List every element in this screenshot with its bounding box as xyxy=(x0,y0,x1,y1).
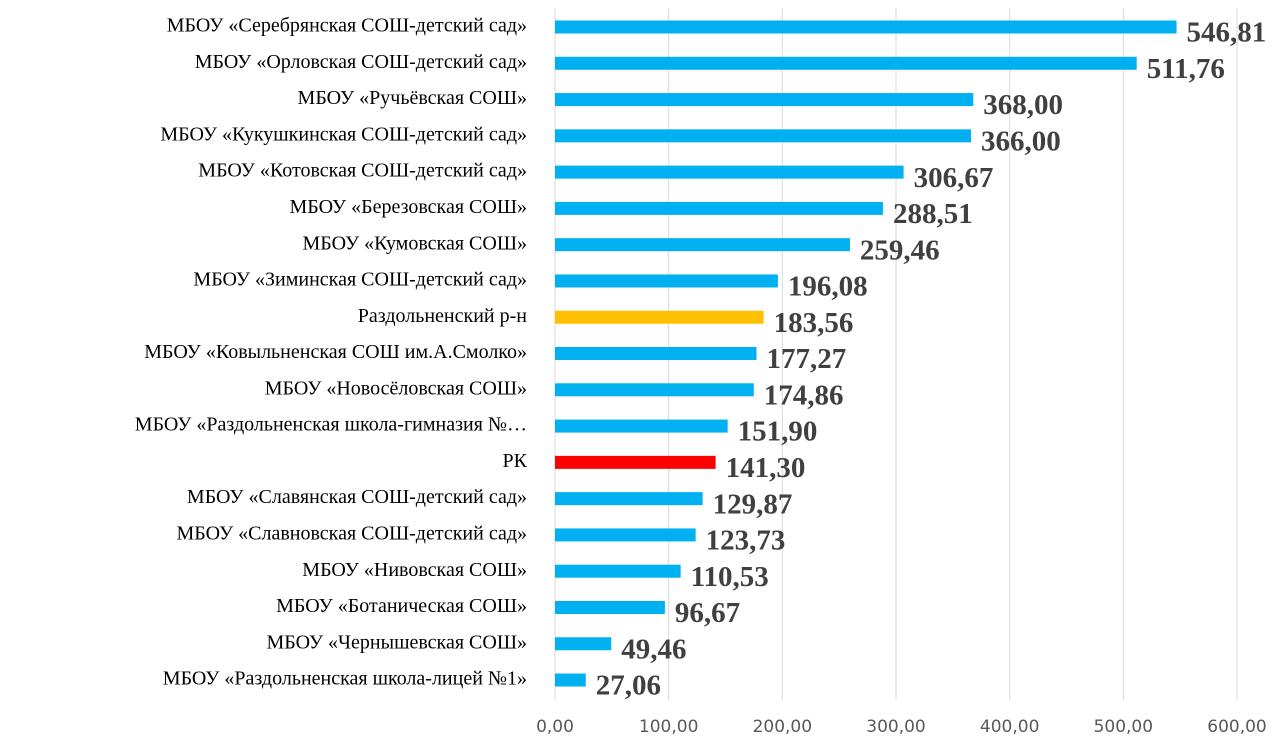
bar xyxy=(555,238,850,252)
bar xyxy=(555,129,972,143)
category-label: МБОУ «Ботаническая СОШ» xyxy=(276,595,527,617)
bar xyxy=(555,564,681,578)
category-label: РК xyxy=(503,450,528,472)
value-label: 129,87 xyxy=(713,488,793,520)
x-tick-label: 300,00 xyxy=(866,717,925,737)
bar xyxy=(555,528,696,542)
bar xyxy=(555,274,778,288)
category-label: МБОУ «Ручьёвская СОШ» xyxy=(298,87,527,109)
x-tick-label: 100,00 xyxy=(639,717,698,737)
category-label: МБОУ «Раздольненская школа-лицей №1» xyxy=(163,668,527,690)
value-label: 366,00 xyxy=(981,125,1061,157)
value-label: 27,06 xyxy=(596,670,661,702)
category-label: МБОУ «Кукушкинская СОШ-детский сад» xyxy=(160,123,527,145)
category-label: МБОУ «Новосёловская СОШ» xyxy=(265,377,527,399)
bar xyxy=(555,56,1137,70)
x-tick-label: 400,00 xyxy=(980,717,1039,737)
bar xyxy=(555,455,716,469)
category-label: МБОУ «Славновская СОШ-детский сад» xyxy=(177,523,527,545)
category-label: МБОУ «Ковыльненская СОШ им.А.Смолко» xyxy=(144,341,527,363)
bar xyxy=(555,383,754,397)
value-label: 511,76 xyxy=(1147,53,1225,85)
category-label: МБОУ «Нивовская СОШ» xyxy=(302,559,527,581)
category-label: МБОУ «Серебрянская СОШ-детский сад» xyxy=(167,15,527,37)
x-tick-label: 500,00 xyxy=(1094,717,1153,737)
category-label: МБОУ «Раздольненская школа-гимназия №… xyxy=(135,414,527,436)
category-label: МБОУ «Чернышевская СОШ» xyxy=(266,631,527,653)
value-label: 151,90 xyxy=(738,416,818,448)
x-tick-label: 0,00 xyxy=(536,717,574,737)
category-label: МБОУ «Котовская СОШ-детский сад» xyxy=(198,160,527,182)
bar xyxy=(555,419,728,433)
value-label: 288,51 xyxy=(893,198,973,230)
bar xyxy=(555,600,665,614)
value-label: 49,46 xyxy=(621,633,686,665)
x-tick-label: 600,00 xyxy=(1207,717,1266,737)
x-tick-label: 200,00 xyxy=(753,717,812,737)
category-label: МБОУ «Зиминская СОШ-детский сад» xyxy=(193,269,527,291)
value-label: 177,27 xyxy=(766,343,846,375)
bar xyxy=(555,201,883,215)
bar xyxy=(555,673,586,687)
value-label: 196,08 xyxy=(788,271,868,303)
bar xyxy=(555,93,974,107)
bar xyxy=(555,310,764,324)
value-label: 141,30 xyxy=(726,452,806,484)
bar xyxy=(555,492,703,506)
value-label: 110,53 xyxy=(691,561,769,593)
bar xyxy=(555,20,1177,34)
value-label: 174,86 xyxy=(764,379,844,411)
bar xyxy=(555,165,904,179)
category-label: МБОУ «Березовская СОШ» xyxy=(289,196,527,218)
bar xyxy=(555,347,757,361)
bar xyxy=(555,637,612,651)
category-label: МБОУ «Орловская СОШ-детский сад» xyxy=(195,51,527,73)
value-label: 368,00 xyxy=(983,89,1063,121)
category-label: МБОУ «Кумовская СОШ» xyxy=(303,232,528,254)
value-label: 546,81 xyxy=(1187,17,1267,49)
value-label: 306,67 xyxy=(914,162,994,194)
value-label: 123,73 xyxy=(706,525,786,557)
value-label: 259,46 xyxy=(860,234,940,266)
value-label: 183,56 xyxy=(774,307,854,339)
category-label: Раздольненский р-н xyxy=(358,305,527,327)
value-label: 96,67 xyxy=(675,597,740,629)
category-label: МБОУ «Славянская СОШ-детский сад» xyxy=(187,486,527,508)
